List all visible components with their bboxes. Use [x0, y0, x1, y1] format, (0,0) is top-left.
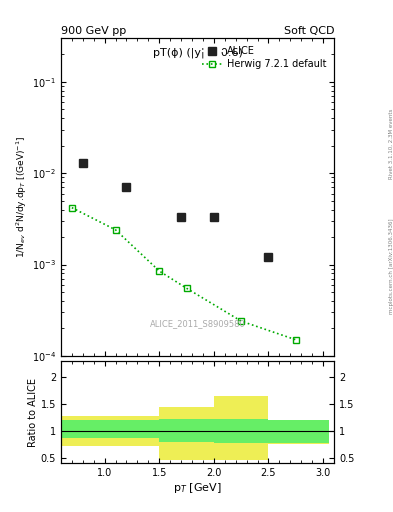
Y-axis label: 1/N$_{ev}$ d$^2$N/dy.dp$_T$ [(GeV)$^{-1}$]: 1/N$_{ev}$ d$^2$N/dy.dp$_T$ [(GeV)$^{-1}…: [15, 136, 29, 258]
Text: Rivet 3.1.10, 2.3M events: Rivet 3.1.10, 2.3M events: [389, 108, 393, 179]
Legend: ALICE, Herwig 7.2.1 default: ALICE, Herwig 7.2.1 default: [200, 43, 329, 72]
Text: 900 GeV pp: 900 GeV pp: [61, 26, 126, 36]
Text: Soft QCD: Soft QCD: [284, 26, 334, 36]
Text: mcplots.cern.ch [arXiv:1306.3436]: mcplots.cern.ch [arXiv:1306.3436]: [389, 219, 393, 314]
X-axis label: p$_T$ [GeV]: p$_T$ [GeV]: [173, 481, 222, 495]
Y-axis label: Ratio to ALICE: Ratio to ALICE: [28, 378, 38, 446]
Text: pT(ϕ) (|y| < 0.6): pT(ϕ) (|y| < 0.6): [152, 48, 242, 58]
Text: ALICE_2011_S8909580: ALICE_2011_S8909580: [150, 319, 245, 329]
